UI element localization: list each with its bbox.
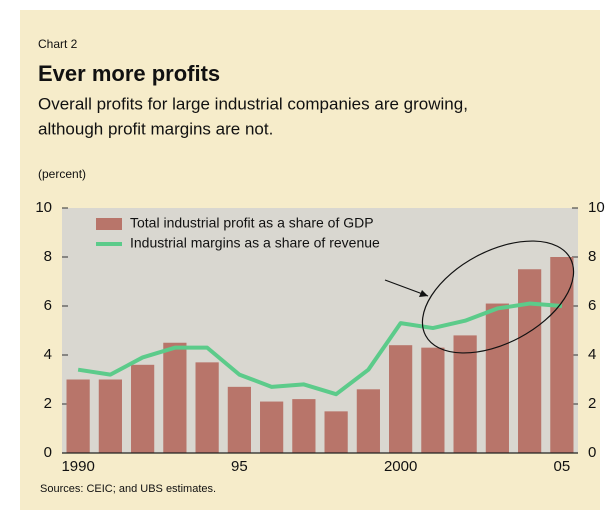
bar [356, 389, 380, 453]
bar [518, 269, 542, 453]
chart-label: Chart 2 [38, 37, 78, 51]
x-tick-label: 95 [231, 458, 248, 475]
bar [163, 342, 187, 453]
bar [131, 364, 155, 453]
arrow-head [419, 290, 428, 297]
y-tick-label: 8 [44, 248, 52, 265]
y2-tick-label: 6 [588, 297, 596, 314]
legend-swatch [96, 218, 122, 230]
legend-label: Total industrial profit as a share of GD… [130, 215, 374, 231]
y2-tick-label: 4 [588, 346, 596, 363]
bar [260, 401, 284, 453]
y-tick-label: 2 [44, 395, 52, 412]
bar [389, 345, 413, 453]
bar [485, 303, 509, 453]
x-tick-label: 1990 [61, 458, 94, 475]
x-tick-label: 2000 [384, 458, 417, 475]
bar [550, 257, 574, 453]
bar [195, 362, 219, 453]
x-tick-label: 05 [554, 458, 571, 475]
bar [227, 386, 251, 453]
source: Sources: CEIC; and UBS estimates. [40, 483, 216, 495]
bar [421, 347, 445, 453]
y-tick-label: 4 [44, 346, 52, 363]
highlight-ellipse [421, 240, 575, 354]
y2-tick-label: 0 [588, 444, 596, 461]
legend-label: Industrial margins as a share of revenue [130, 235, 380, 251]
y2-tick-label: 2 [588, 395, 596, 412]
bar [66, 379, 90, 453]
y-tick-label: 10 [35, 199, 52, 216]
y-tick-label: 6 [44, 297, 52, 314]
line [77, 301, 563, 397]
subtitle-line: although profit margins are not. [38, 119, 273, 138]
y2-tick-label: 10 [588, 199, 605, 216]
y-axis-label: (percent) [38, 167, 86, 181]
bar [453, 335, 477, 453]
y2-tick-label: 8 [588, 248, 596, 265]
y-tick-label: 0 [44, 444, 52, 461]
chart-title: Ever more profits [38, 61, 220, 86]
bar [324, 411, 348, 453]
subtitle-line: Overall profits for large industrial com… [38, 94, 468, 113]
bar [292, 399, 316, 453]
bar [98, 379, 122, 453]
